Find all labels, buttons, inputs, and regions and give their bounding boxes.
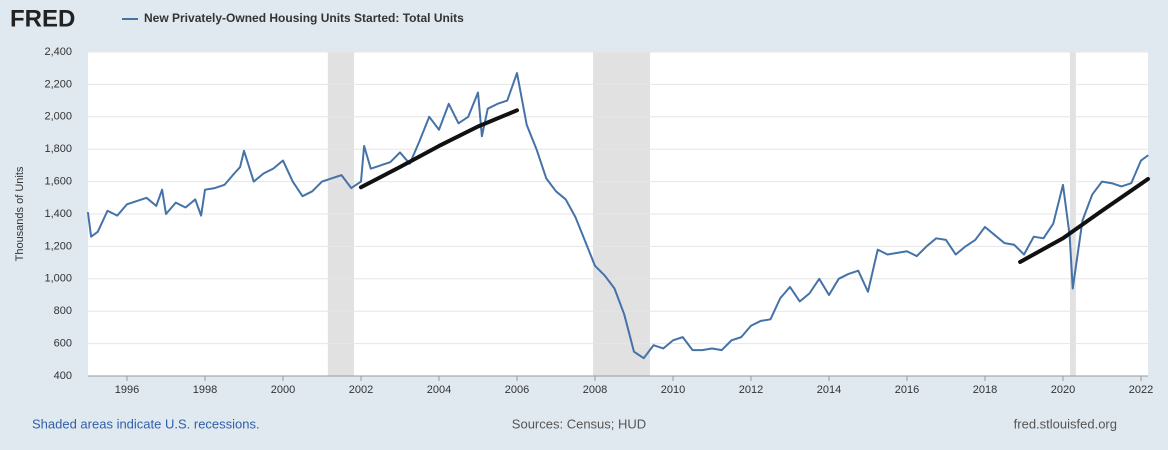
x-tick-label: 2018 xyxy=(973,384,997,396)
y-tick-label: 1,600 xyxy=(44,176,72,188)
x-tick-label: 2022 xyxy=(1129,384,1153,396)
y-tick-label: 1,000 xyxy=(44,273,72,285)
y-tick-label: 2,400 xyxy=(44,46,72,58)
x-tick-label: 2002 xyxy=(349,384,373,396)
y-tick-label: 2,000 xyxy=(44,111,72,123)
y-axis-label: Thousands of Units xyxy=(14,166,26,261)
legend-label: New Privately-Owned Housing Units Starte… xyxy=(144,11,464,25)
y-tick-label: 400 xyxy=(54,370,72,382)
footer-note[interactable]: Shaded areas indicate U.S. recessions. xyxy=(32,416,260,431)
x-tick-label: 2000 xyxy=(271,384,295,396)
trend-line xyxy=(358,108,519,190)
x-tick-label: 2020 xyxy=(1051,384,1075,396)
y-tick-label: 800 xyxy=(54,305,72,317)
y-tick-label: 600 xyxy=(54,338,72,350)
y-tick-label: 1,400 xyxy=(44,208,72,220)
x-tick-label: 1998 xyxy=(193,384,217,396)
x-tick-label: 2010 xyxy=(661,384,685,396)
x-tick-label: 2008 xyxy=(583,384,607,396)
trend-line xyxy=(1018,177,1150,264)
x-tick-label: 2014 xyxy=(817,384,841,396)
x-tick-label: 2006 xyxy=(505,384,529,396)
logo[interactable]: FRED xyxy=(10,5,75,32)
y-tick-label: 1,800 xyxy=(44,143,72,155)
y-tick-label: 1,200 xyxy=(44,240,72,252)
footer-url[interactable]: fred.stlouisfed.org xyxy=(1014,416,1117,431)
footer-sources: Sources: Census; HUD xyxy=(512,416,646,431)
y-tick-label: 2,200 xyxy=(44,78,72,90)
x-tick-label: 1996 xyxy=(115,384,139,396)
data-line xyxy=(87,72,1149,360)
x-tick-label: 2016 xyxy=(895,384,919,396)
x-tick-label: 2012 xyxy=(739,384,763,396)
x-tick-label: 2004 xyxy=(427,384,451,396)
